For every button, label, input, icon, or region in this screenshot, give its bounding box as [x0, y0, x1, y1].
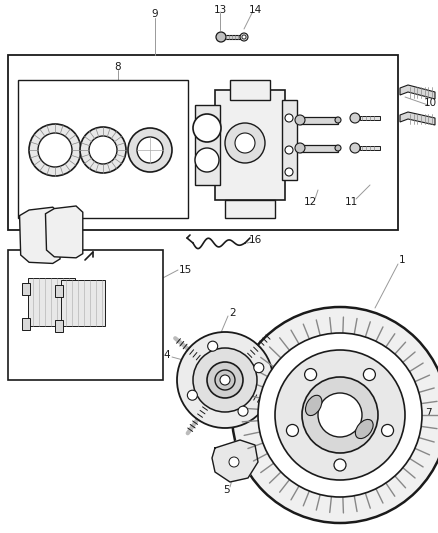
Circle shape	[207, 362, 243, 398]
Bar	[360, 146, 380, 150]
Circle shape	[216, 32, 226, 42]
Text: 14: 14	[248, 5, 261, 15]
Circle shape	[128, 128, 172, 172]
Ellipse shape	[305, 395, 322, 416]
Circle shape	[335, 117, 341, 123]
Circle shape	[137, 137, 163, 163]
Bar	[215, 90, 285, 200]
Bar	[195, 105, 220, 185]
Polygon shape	[400, 112, 435, 125]
Bar	[360, 116, 380, 120]
Circle shape	[232, 307, 438, 523]
Circle shape	[304, 368, 317, 381]
Bar	[18, 80, 188, 218]
Circle shape	[258, 333, 422, 497]
Circle shape	[285, 168, 293, 176]
Text: 1: 1	[399, 255, 405, 265]
Circle shape	[89, 136, 117, 164]
Bar	[282, 100, 297, 180]
Circle shape	[364, 368, 375, 381]
Circle shape	[208, 341, 218, 351]
Polygon shape	[212, 440, 258, 482]
Circle shape	[295, 115, 305, 125]
Circle shape	[318, 393, 362, 437]
Bar	[22, 282, 30, 295]
Bar	[300, 117, 338, 124]
Text: 9: 9	[152, 9, 158, 19]
Bar	[8, 250, 163, 380]
Ellipse shape	[355, 419, 373, 439]
Text: 7: 7	[425, 408, 431, 418]
Circle shape	[229, 457, 239, 467]
Circle shape	[193, 348, 257, 412]
Circle shape	[275, 350, 405, 480]
Text: 8: 8	[115, 62, 121, 72]
Circle shape	[381, 424, 394, 437]
Circle shape	[238, 406, 248, 416]
Bar	[22, 318, 30, 329]
Circle shape	[254, 362, 264, 373]
Polygon shape	[20, 207, 60, 263]
Circle shape	[285, 114, 293, 122]
Circle shape	[187, 390, 198, 400]
Circle shape	[80, 127, 126, 173]
Polygon shape	[28, 278, 74, 326]
Bar	[55, 285, 63, 296]
Circle shape	[242, 35, 246, 39]
Bar	[218, 35, 240, 39]
Bar	[55, 320, 63, 332]
Circle shape	[350, 143, 360, 153]
Circle shape	[334, 459, 346, 471]
Polygon shape	[61, 280, 106, 326]
Circle shape	[220, 375, 230, 385]
Bar	[8, 55, 398, 230]
Circle shape	[285, 146, 293, 154]
Circle shape	[29, 124, 81, 176]
Circle shape	[335, 145, 341, 151]
Circle shape	[302, 377, 378, 453]
Text: 2: 2	[230, 308, 237, 318]
Polygon shape	[46, 206, 83, 258]
Text: 16: 16	[248, 235, 261, 245]
Circle shape	[286, 424, 298, 437]
Circle shape	[195, 148, 219, 172]
Text: 12: 12	[304, 197, 317, 207]
Circle shape	[38, 133, 72, 167]
Text: 3: 3	[277, 343, 283, 353]
Circle shape	[215, 370, 235, 390]
Circle shape	[193, 114, 221, 142]
Circle shape	[350, 113, 360, 123]
Polygon shape	[400, 85, 435, 99]
Circle shape	[240, 33, 248, 41]
Circle shape	[235, 133, 255, 153]
Text: 10: 10	[424, 98, 437, 108]
Text: 5: 5	[223, 485, 230, 495]
Text: 11: 11	[344, 197, 357, 207]
Circle shape	[295, 143, 305, 153]
Text: 4: 4	[164, 350, 170, 360]
Circle shape	[225, 123, 265, 163]
Bar	[230, 80, 270, 100]
Bar	[225, 200, 275, 218]
Text: 13: 13	[213, 5, 226, 15]
Bar	[300, 145, 338, 152]
Text: 15: 15	[178, 265, 192, 275]
Circle shape	[177, 332, 273, 428]
